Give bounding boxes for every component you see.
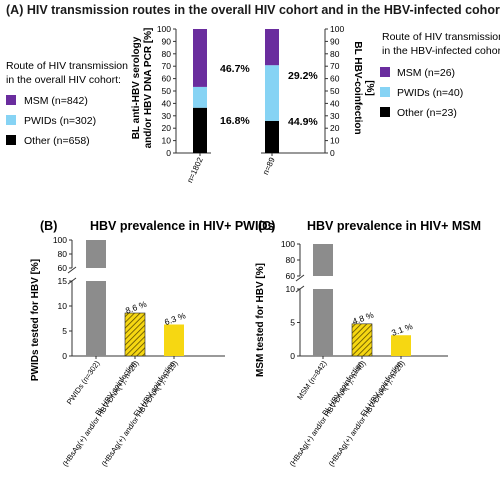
legend-swatch-msm: [6, 95, 16, 105]
right-stack-ylabel-line1: BL HBV-coinfection: [352, 41, 363, 134]
left-legend-title-line2: in the overall HIV cohort:: [6, 74, 121, 86]
y-tick-label: 80: [330, 49, 340, 59]
panel-c-heading: HBV prevalence in HIV+ MSM: [307, 219, 481, 233]
y-tick-label: 0: [330, 148, 335, 158]
right-stack-label-pwids: 44.9%: [288, 116, 318, 128]
y-tick-label: 60: [286, 271, 296, 281]
y-tick-label: 0: [62, 351, 67, 361]
y-tick-label: 70: [162, 61, 172, 71]
panel-b-ylabel: PWIDs tested for HBV [%]: [30, 259, 41, 381]
panel-c-title: (C): [258, 219, 275, 233]
left-legend-title-line1: Route of HIV transmission: [6, 60, 128, 72]
x-tick-label: PWIDs (n=302): [65, 359, 102, 407]
right-stack-ylabel-line2: [%]: [364, 80, 375, 96]
panel-b-heading: HBV prevalence in HIV+ PWIDs: [90, 219, 274, 233]
x-tick-label: MSM (n=842): [295, 359, 329, 402]
y-tick-label: 10: [330, 136, 340, 146]
y-tick-label: 40: [162, 98, 172, 108]
bar-total-upper: [313, 244, 333, 276]
y-tick-label: 10: [286, 284, 296, 294]
y-tick-label: 5: [290, 318, 295, 328]
bar-segment-other: [265, 120, 279, 153]
y-tick-label: 30: [330, 111, 340, 121]
y-tick-label: 60: [58, 263, 68, 273]
y-tick-label: 10: [58, 301, 68, 311]
right-legend-title-line2: in the HBV-infected cohort:: [382, 45, 500, 57]
y-tick-label: 70: [330, 61, 340, 71]
bar-segment-pwids: [193, 86, 207, 108]
right-legend-item-pwids: PWIDs (n=40): [397, 87, 463, 99]
y-tick-label: 50: [330, 86, 340, 96]
bar-bl-coinfection: [351, 323, 373, 357]
right-legend: Route of HIV transmission in the HBV-inf…: [380, 31, 500, 119]
right-legend-item-other: Other (n=23): [397, 107, 457, 119]
y-tick-label: 0: [166, 148, 171, 158]
x-tick-label: (HBsAg(+) and/or HBV-DNA(+); n=19): [99, 359, 179, 469]
panel-b-title: (B): [40, 219, 57, 233]
bar-segment-msm: [193, 29, 207, 87]
y-tick-label: 80: [58, 249, 68, 259]
x-tick-label: (HBsAg(+) and/or HBV-DNA(+); n=26): [60, 359, 140, 469]
x-tick-label: n=89: [261, 156, 277, 177]
y-tick-label: 80: [162, 49, 172, 59]
bar-segment-pwids: [265, 65, 279, 121]
y-tick-label: 60: [330, 74, 340, 84]
y-tick-label: 100: [281, 239, 295, 249]
bar-segment-other: [193, 107, 207, 153]
left-legend: Route of HIV transmission in the overall…: [6, 60, 128, 147]
y-tick-label: 90: [330, 36, 340, 46]
panel-a-title: (A) HIV transmission routes in the overa…: [6, 3, 500, 17]
y-tick-label: 80: [286, 255, 296, 265]
legend-swatch-other: [6, 135, 16, 145]
y-tick-label: 20: [330, 123, 340, 133]
right-legend-item-msm: MSM (n=26): [397, 67, 455, 79]
right-stack-label-msm: 29.2%: [288, 70, 318, 82]
bar-fu-coinfection: [164, 324, 184, 356]
legend-swatch-other-hbv: [380, 107, 390, 117]
bar-total-lower: [86, 281, 106, 356]
y-tick-label: 15: [58, 276, 68, 286]
stacked-bar-chart-overall: 0 10 20 30 40 50 60 70 80 90 100 n=1802: [157, 24, 211, 184]
y-tick-label: 90: [162, 36, 172, 46]
left-legend-item-msm: MSM (n=842): [24, 95, 88, 107]
bar-total-upper: [86, 240, 106, 268]
bar-total-lower: [313, 289, 333, 356]
y-tick-label: 0: [290, 351, 295, 361]
legend-swatch-msm-hbv: [380, 67, 390, 77]
bar-fu-coinfection: [391, 335, 411, 356]
stacked-bar-chart-hbv: 0 10 20 30 40 50 60 70 80 90 100 n=89: [261, 24, 344, 176]
x-tick-label: (HBsAg(+) and/or HBV-DNA(+); n=40): [287, 359, 367, 469]
legend-swatch-pwids: [6, 115, 16, 125]
y-tick-label: 100: [53, 235, 67, 245]
y-tick-label: 60: [162, 74, 172, 84]
y-tick-label: 5: [62, 326, 67, 336]
x-tick-label: (HBsAg(+) and/or HBV-DNA(+); n=26): [326, 359, 406, 469]
legend-swatch-pwids-hbv: [380, 87, 390, 97]
bar-bl-coinfection: [124, 312, 146, 357]
left-stack-ylabel-line2: and/or HBV DNA PCR [%]: [143, 28, 154, 149]
y-tick-label: 40: [330, 98, 340, 108]
panel-c-ylabel: MSM tested for HBV [%]: [255, 263, 266, 377]
right-legend-title-line1: Route of HIV transmission: [382, 31, 500, 43]
y-tick-label: 100: [157, 24, 171, 34]
y-tick-label: 20: [162, 123, 172, 133]
axis-break-mark: [295, 274, 305, 282]
y-tick-label: 100: [330, 24, 344, 34]
x-tick-label: n=1802: [185, 156, 205, 185]
y-tick-label: 50: [162, 86, 172, 96]
left-stack-label-msm: 46.7%: [220, 63, 250, 75]
left-legend-item-pwids: PWIDs (n=302): [24, 115, 96, 127]
left-stack-ylabel-line1: BL anti-HBV serology: [131, 36, 142, 139]
bar-segment-msm: [265, 29, 279, 66]
left-stack-label-pwids: 16.8%: [220, 115, 250, 127]
axis-break-mark: [67, 266, 77, 274]
y-tick-label: 30: [162, 111, 172, 121]
y-tick-label: 10: [162, 136, 172, 146]
left-legend-item-other: Other (n=658): [24, 135, 90, 147]
